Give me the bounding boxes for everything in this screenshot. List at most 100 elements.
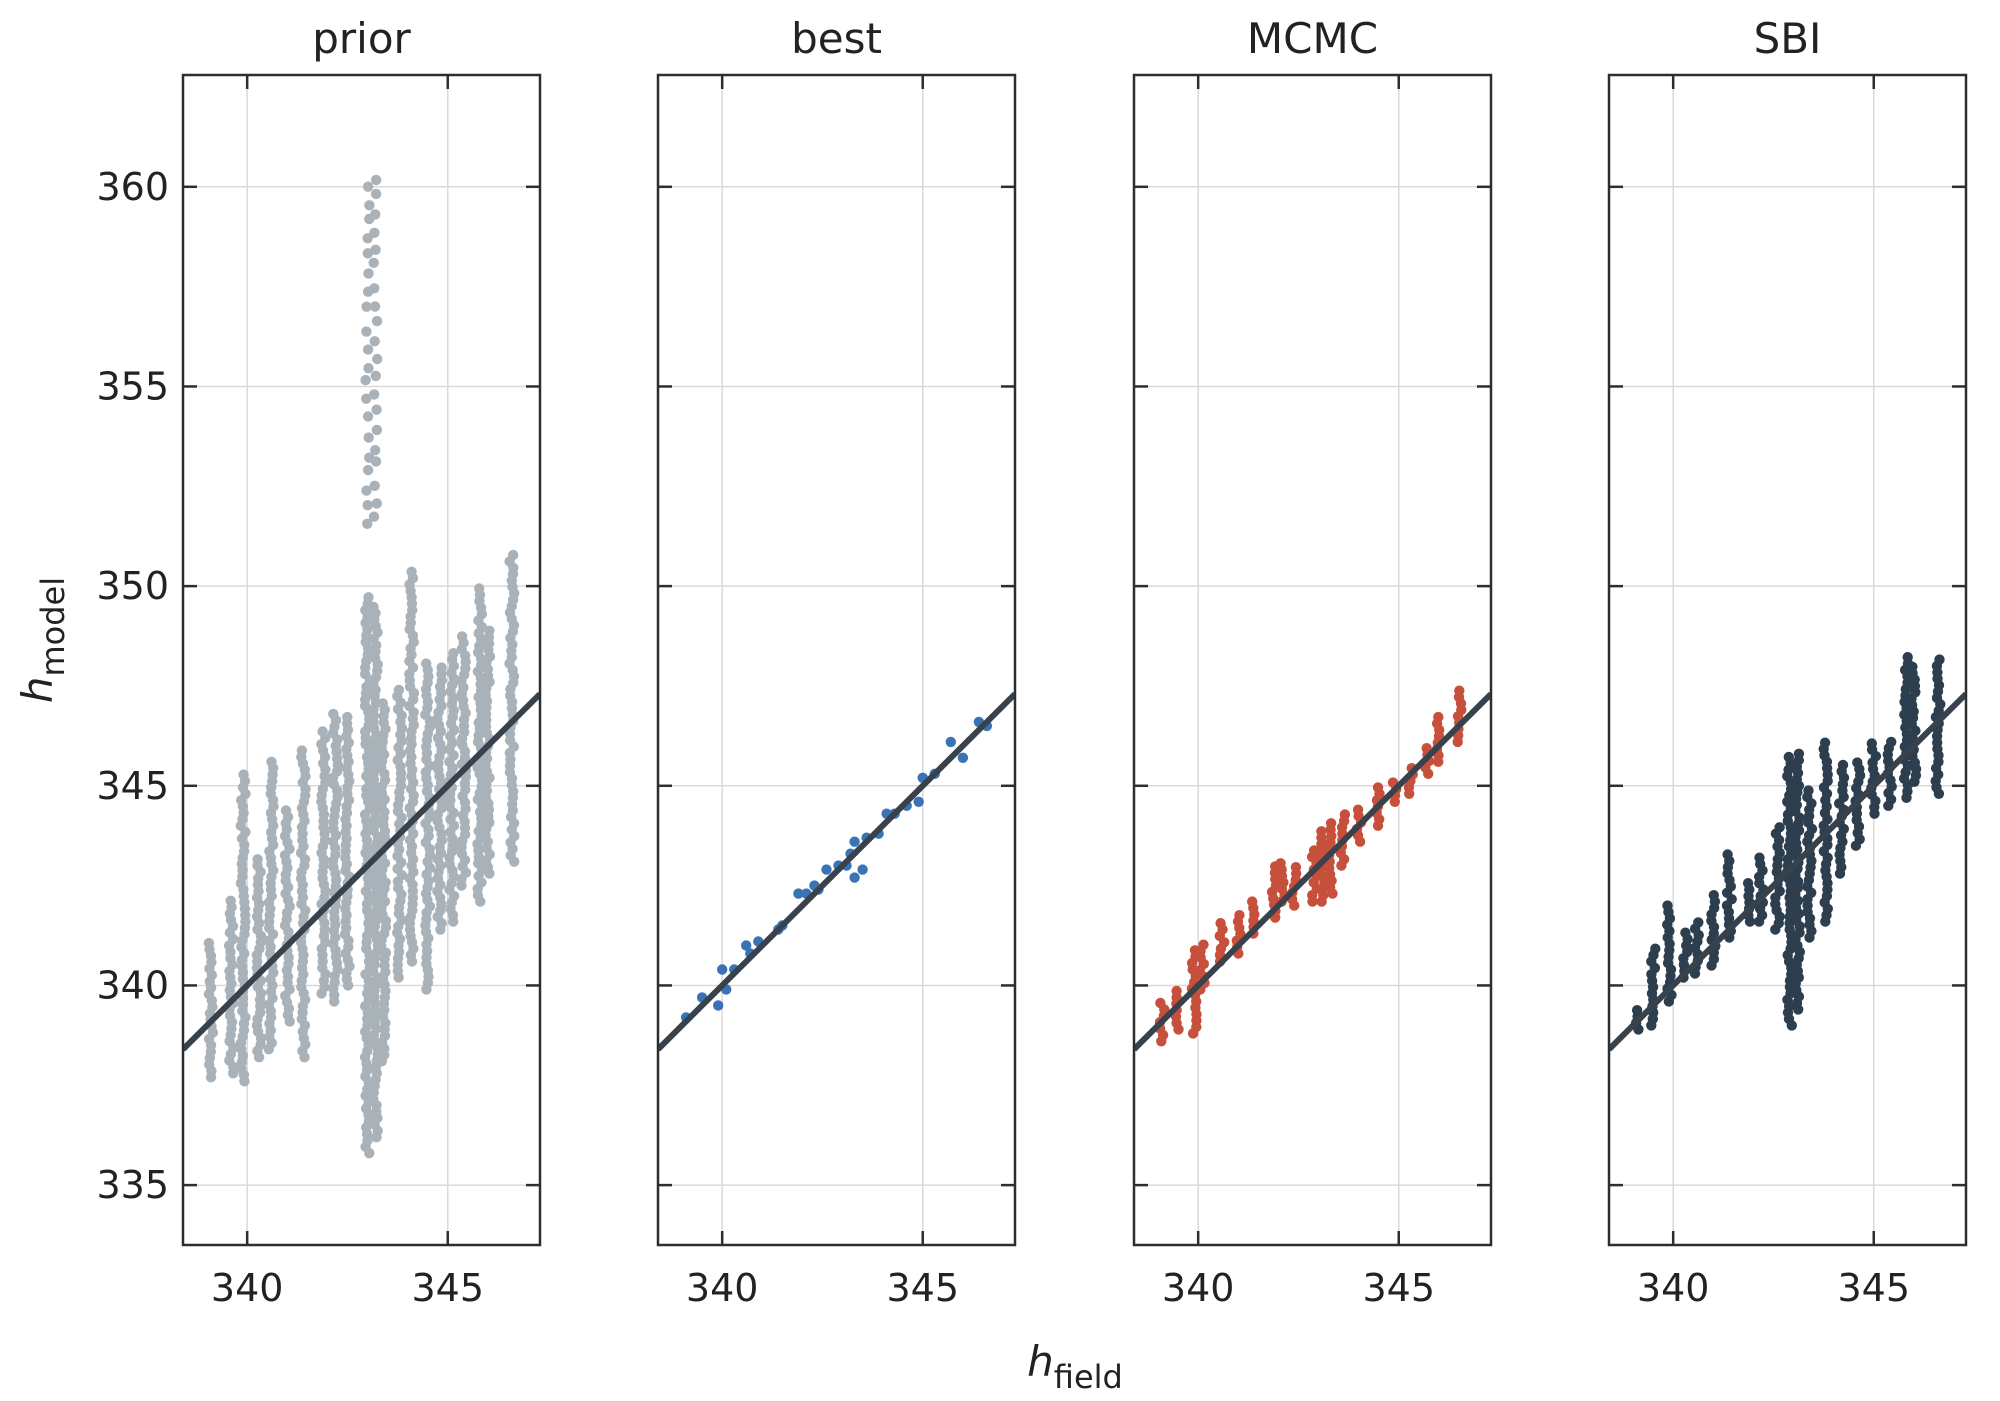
- data-point: [361, 301, 372, 312]
- data-point: [371, 315, 383, 327]
- data-point: [421, 658, 432, 669]
- data-point: [370, 445, 381, 456]
- data-point: [849, 872, 860, 883]
- data-point: [1171, 985, 1182, 997]
- data-point: [1754, 852, 1765, 863]
- panel-mcmc: 340 345 MCMC: [1132, 14, 1493, 1310]
- data-point: [1934, 654, 1945, 665]
- data-point: [225, 895, 236, 906]
- data-point: [369, 336, 380, 347]
- data-point: [741, 940, 752, 951]
- data-point: [1803, 785, 1814, 796]
- data-point: [363, 363, 374, 374]
- y-tick-label: 350: [96, 564, 169, 608]
- data-point: [266, 756, 277, 767]
- plot-frame: [1607, 73, 1968, 1247]
- data-point: [1852, 757, 1863, 768]
- data-point: [793, 888, 804, 899]
- data-point: [370, 209, 381, 220]
- data-point: [370, 244, 381, 255]
- data-point: [1866, 738, 1878, 749]
- data-point: [1308, 845, 1320, 856]
- data-point: [456, 631, 468, 642]
- data-point: [957, 752, 969, 763]
- data-point: [368, 389, 380, 400]
- data-point: [362, 248, 373, 259]
- y-axis-label: hmodel: [13, 577, 72, 703]
- data-point: [1680, 927, 1691, 938]
- x-tick-label: 340: [1637, 1266, 1710, 1310]
- panel-sbi: 340 345 SBI: [1607, 14, 1968, 1310]
- data-point: [1290, 862, 1302, 873]
- x-tick-label: 345: [411, 1266, 484, 1310]
- data-point: [1631, 1005, 1643, 1016]
- data-point: [1316, 826, 1327, 837]
- data-point: [945, 736, 956, 748]
- data-point: [1886, 736, 1897, 748]
- data-point: [1454, 685, 1465, 696]
- data-points: [203, 174, 520, 1159]
- data-point: [361, 393, 372, 404]
- data-point: [362, 464, 374, 476]
- y-tick-label: 360: [96, 165, 169, 209]
- reference-line: [183, 691, 540, 1052]
- data-point: [368, 257, 379, 268]
- reference-line: [1134, 691, 1491, 1052]
- data-point: [370, 456, 382, 467]
- data-point: [436, 662, 447, 673]
- data-point: [1433, 711, 1444, 723]
- panel-title: SBI: [1754, 14, 1822, 63]
- data-point: [1819, 737, 1831, 748]
- data-point: [362, 411, 374, 422]
- data-point: [363, 268, 374, 279]
- data-point: [370, 188, 382, 200]
- plot-frame: [181, 73, 542, 1247]
- data-point: [1708, 890, 1720, 901]
- data-point: [369, 283, 380, 294]
- data-point: [849, 836, 860, 847]
- y-tick-label: 340: [96, 963, 169, 1007]
- data-point: [474, 583, 485, 594]
- data-point: [1215, 918, 1226, 929]
- reference-line: [1609, 691, 1966, 1052]
- data-point: [369, 301, 381, 312]
- y-tick-label: 335: [96, 1163, 169, 1207]
- data-point: [280, 805, 292, 816]
- data-point: [1352, 804, 1364, 815]
- data-point: [362, 181, 374, 192]
- panel-title: MCMC: [1247, 14, 1378, 63]
- y-axis-label-main: h: [13, 677, 62, 704]
- data-point: [1650, 943, 1661, 954]
- data-point: [252, 854, 263, 865]
- data-point: [1662, 900, 1673, 911]
- data-point: [1907, 661, 1918, 672]
- x-tick-label: 340: [686, 1266, 759, 1310]
- plot-frame: [656, 73, 1017, 1247]
- data-point: [508, 549, 519, 561]
- data-point: [1693, 917, 1704, 928]
- data-point: [1421, 743, 1432, 754]
- data-point: [1198, 939, 1209, 950]
- data-point: [342, 711, 353, 723]
- data-point: [821, 864, 832, 875]
- data-point: [713, 1000, 724, 1011]
- data-point: [1234, 910, 1245, 921]
- data-point: [364, 200, 375, 211]
- data-point: [369, 227, 380, 238]
- data-point: [361, 485, 372, 496]
- data-point: [371, 498, 382, 509]
- y-axis-label-sub: model: [34, 577, 72, 677]
- data-point: [717, 964, 728, 975]
- data-point: [1774, 822, 1785, 833]
- data-points: [1630, 652, 1946, 1035]
- data-point: [317, 726, 328, 737]
- data-point: [362, 344, 374, 355]
- data-point: [363, 592, 374, 603]
- x-axis-label-sub: field: [1054, 1358, 1123, 1396]
- data-point: [1339, 809, 1351, 820]
- data-point: [360, 374, 371, 386]
- data-point: [368, 601, 379, 613]
- data-point: [203, 937, 215, 949]
- data-point: [363, 432, 374, 443]
